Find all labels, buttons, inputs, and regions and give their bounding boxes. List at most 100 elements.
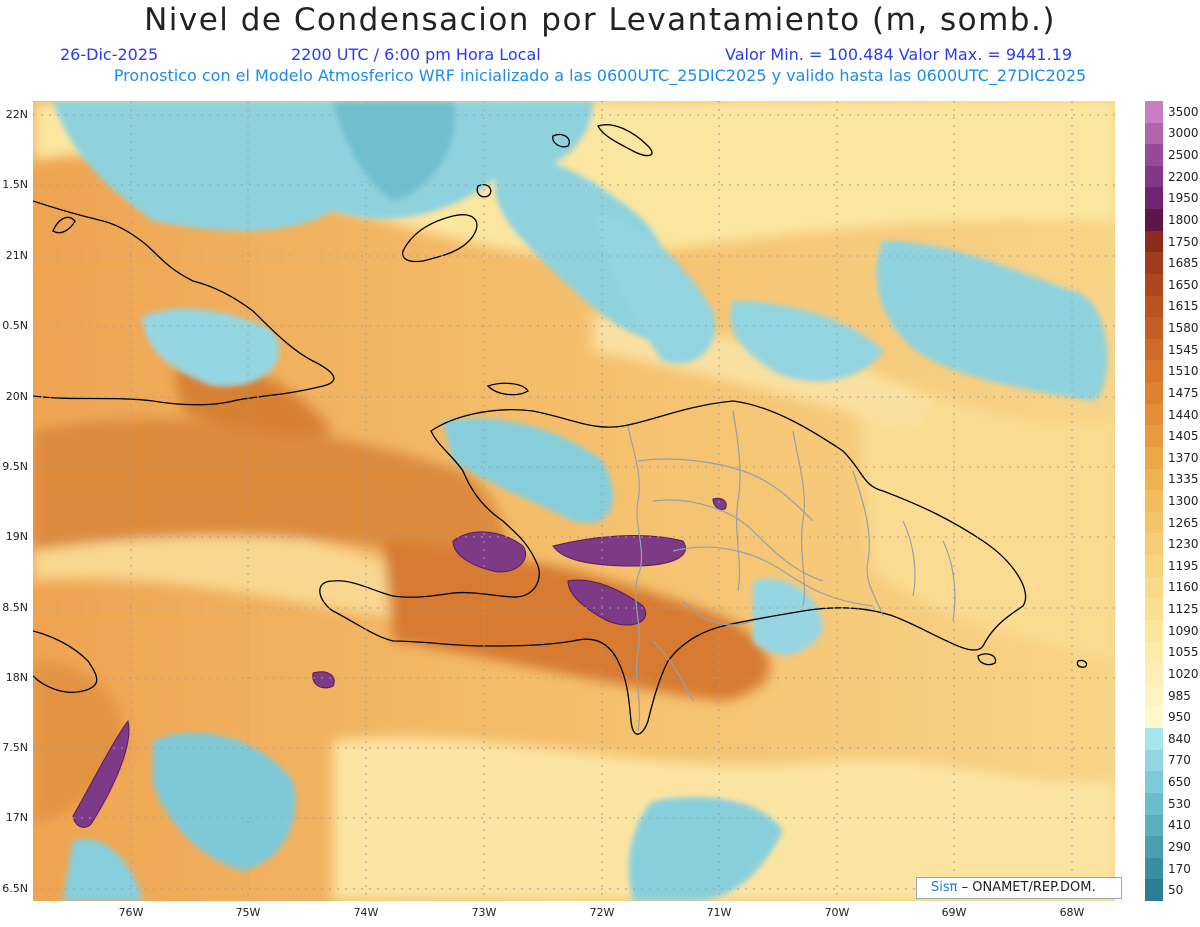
colorbar-swatch: [1145, 122, 1163, 145]
forecast-time: 2200 UTC / 6:00 pm Hora Local: [291, 45, 541, 64]
colorbar-label: 1090: [1168, 623, 1199, 638]
colorbar-swatch: [1145, 101, 1163, 124]
credit-text: – ONAMET/REP.DOM.: [961, 880, 1096, 895]
colorbar-label: 1950: [1168, 191, 1199, 206]
coastlines: [33, 124, 1088, 735]
moist-cloud-areas: [53, 101, 1108, 901]
lon-label: 70W: [824, 906, 850, 919]
colorbar-swatch: [1145, 165, 1163, 188]
lat-label: 0.5N: [2, 319, 28, 332]
colorbar-label: 1615: [1168, 299, 1199, 314]
colorbar-label: 650: [1168, 775, 1191, 790]
colorbar-swatch: [1145, 663, 1163, 686]
colorbar-label: 50: [1168, 883, 1184, 898]
colorbar-swatch: [1145, 403, 1163, 426]
colorbar-swatch: [1145, 144, 1163, 167]
colorbar-swatch: [1145, 684, 1163, 707]
colorbar-label: 1685: [1168, 256, 1199, 271]
colorbar-swatch: [1145, 511, 1163, 534]
colorbar-label: 3500: [1168, 104, 1199, 119]
lat-label: 20N: [5, 390, 28, 403]
min-max-values: Valor Min. = 100.484 Valor Max. = 9441.1…: [725, 45, 1073, 64]
colorbar-label: 1580: [1168, 321, 1199, 336]
colorbar-swatch: [1145, 360, 1163, 383]
colorbar-swatch: [1145, 338, 1163, 361]
colorbar-label: 1160: [1168, 580, 1199, 595]
lon-label: 76W: [118, 906, 144, 919]
colorbar-swatch: [1145, 771, 1163, 794]
lcl-map: [33, 101, 1115, 901]
colorbar: [1145, 101, 1163, 902]
lon-label: 72W: [589, 906, 615, 919]
colorbar-label: 1020: [1168, 666, 1199, 681]
lat-label: 19N: [5, 530, 28, 543]
colorbar-swatch: [1145, 382, 1163, 405]
colorbar-label: 2500: [1168, 148, 1199, 163]
colorbar-swatch: [1145, 792, 1163, 815]
colorbar-label: 1510: [1168, 364, 1199, 379]
colorbar-swatch: [1145, 706, 1163, 729]
lon-label: 73W: [471, 906, 497, 919]
colorbar-label: 170: [1168, 861, 1191, 876]
colorbar-label: 1335: [1168, 472, 1199, 487]
colorbar-label: 840: [1168, 731, 1191, 746]
colorbar-swatch: [1145, 533, 1163, 556]
colorbar-swatch: [1145, 187, 1163, 210]
lat-label: 21N: [5, 249, 28, 262]
colorbar-label: 290: [1168, 839, 1191, 854]
lon-label: 74W: [353, 906, 379, 919]
lat-label: 18N: [5, 671, 28, 684]
colorbar-label: 1405: [1168, 429, 1199, 444]
lat-label: 1.5N: [2, 178, 28, 191]
colorbar-swatch: [1145, 490, 1163, 513]
colorbar-swatch: [1145, 555, 1163, 578]
colorbar-swatch: [1145, 749, 1163, 772]
colorbar-swatch: [1145, 273, 1163, 297]
colorbar-label: 1475: [1168, 385, 1199, 400]
colorbar-swatch: [1145, 230, 1163, 253]
colorbar-label: 410: [1168, 818, 1191, 833]
lon-label: 69W: [941, 906, 967, 919]
colorbar-swatch: [1145, 295, 1163, 318]
colorbar-swatch: [1145, 641, 1163, 664]
colorbar-label: 770: [1168, 753, 1191, 768]
forecast-date: 26-Dic-2025: [60, 45, 159, 64]
colorbar-swatch: [1145, 879, 1163, 902]
colorbar-label: 1370: [1168, 450, 1199, 465]
lat-label: 7.5N: [2, 741, 28, 754]
colorbar-label: 1440: [1168, 407, 1199, 422]
colorbar-label: 2200: [1168, 169, 1199, 184]
colorbar-swatch: [1145, 836, 1163, 859]
colorbar-swatch: [1145, 814, 1163, 837]
colorbar-label: 3000: [1168, 126, 1199, 141]
colorbar-label: 1055: [1168, 645, 1199, 660]
sispi-logo: Sisπ: [931, 880, 958, 895]
colorbar-swatch: [1145, 252, 1163, 275]
colorbar-label: 1230: [1168, 537, 1199, 552]
colorbar-label: 530: [1168, 796, 1191, 811]
colorbar-label: 950: [1168, 710, 1191, 725]
colorbar-label: 1195: [1168, 558, 1199, 573]
province-borders: [627, 410, 956, 732]
credit-box: Sisπ – ONAMET/REP.DOM.: [916, 877, 1122, 899]
lon-label: 75W: [235, 906, 261, 919]
lon-label: 68W: [1059, 906, 1085, 919]
colorbar-swatch: [1145, 317, 1163, 340]
colorbar-label: 1300: [1168, 494, 1199, 508]
colorbar-swatch: [1145, 425, 1163, 448]
colorbar-label: 1750: [1168, 234, 1199, 249]
lat-lon-grid: [33, 101, 1115, 901]
lon-label: 71W: [706, 906, 732, 919]
colorbar-swatch: [1145, 576, 1163, 599]
colorbar-swatch: [1145, 619, 1163, 643]
lat-label: 8.5N: [2, 601, 28, 614]
lat-label: 9.5N: [2, 460, 28, 473]
colorbar-label: 1545: [1168, 342, 1199, 357]
colorbar-label: 1800: [1168, 212, 1199, 227]
colorbar-swatch: [1145, 598, 1163, 621]
colorbar-swatch: [1145, 728, 1163, 751]
colorbar-label: 985: [1168, 688, 1191, 703]
colorbar-swatch: [1145, 857, 1163, 880]
colorbar-swatch: [1145, 446, 1163, 470]
lat-label: 17N: [5, 811, 28, 824]
